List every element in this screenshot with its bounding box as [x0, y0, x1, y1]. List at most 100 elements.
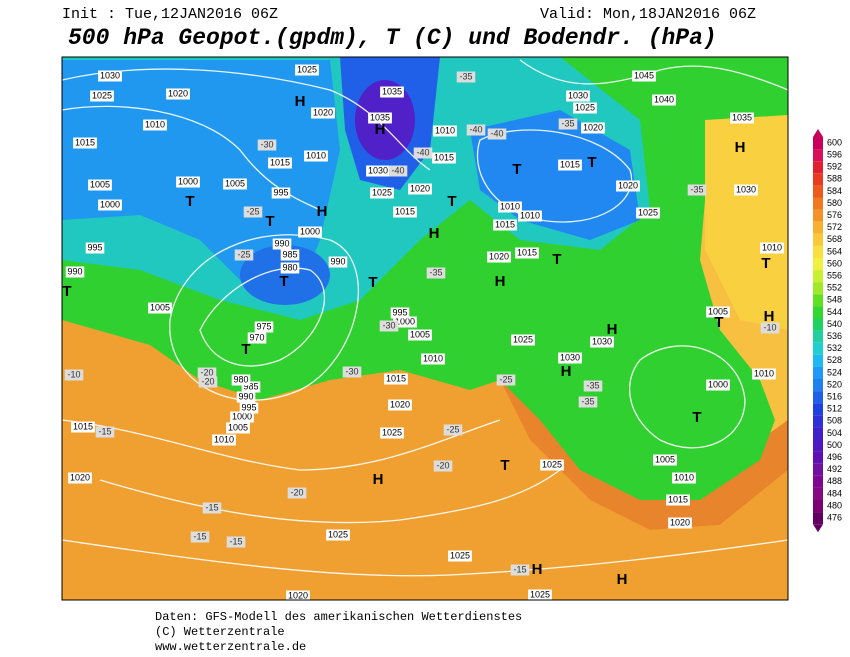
isobar-label-box	[68, 472, 92, 484]
isobar-label-box	[226, 422, 250, 434]
isobar-label: 1020	[670, 517, 690, 527]
isobar-label-box	[518, 210, 542, 222]
isobar-label: 995	[273, 187, 288, 197]
isobar-label: 1010	[520, 210, 540, 220]
yellow-east	[705, 115, 788, 330]
isobar-label-box	[590, 336, 614, 348]
colorbar-cell	[813, 306, 823, 319]
map-frame	[61, 56, 789, 601]
colorbar-cell	[813, 342, 823, 355]
isobar-label: 1025	[372, 187, 392, 197]
isobar-label: 1025	[513, 334, 533, 344]
colorbar-cell	[813, 379, 823, 392]
isobar-label-box	[408, 329, 432, 341]
colorbar-cell	[813, 149, 823, 162]
isobar-label-box	[370, 187, 394, 199]
colorbar-cell	[813, 233, 823, 246]
temperature-label-box	[388, 165, 408, 177]
pressure-center: T	[447, 193, 456, 210]
low-core	[240, 245, 330, 305]
pressure-center: T	[500, 457, 509, 474]
footer-url: www.wetterzentrale.de	[155, 640, 306, 654]
temperature-label: -35	[581, 396, 594, 406]
isobar-label: 1025	[530, 589, 550, 599]
isobar-label: 1030	[736, 184, 756, 194]
isobar-label-box	[223, 178, 247, 190]
temperature-label: -15	[205, 502, 218, 512]
pressure-center: H	[375, 121, 386, 138]
pressure-center: T	[185, 193, 194, 210]
temperature-label: -30	[345, 366, 358, 376]
isobar-label: 1000	[100, 199, 120, 209]
pressure-center: T	[241, 341, 250, 358]
isobar-label: 1005	[655, 454, 675, 464]
colorbar-cell	[813, 330, 823, 343]
isobar-label-box	[380, 86, 404, 98]
colorbar-cell	[813, 475, 823, 488]
colorbar-tip-bottom	[813, 524, 823, 533]
init-time: Init : Tue,12JAN2016 06Z	[62, 6, 278, 23]
colorbar-cell	[813, 439, 823, 452]
colorbar-label: 476	[827, 513, 842, 523]
isobar-label: 1010	[674, 472, 694, 482]
isobar-label-box	[493, 219, 517, 231]
colorbar-cell	[813, 209, 823, 222]
colorbar-cell	[813, 512, 823, 525]
isobar-label: 1020	[583, 122, 603, 132]
colorbar-label: 544	[827, 307, 842, 317]
isobar-label-box	[254, 321, 274, 333]
isobar-label-box	[241, 381, 261, 393]
isobar-label: 1015	[517, 247, 537, 257]
isobar-label: 1010	[500, 201, 520, 211]
colorbar-cell	[813, 258, 823, 271]
isobar-label-box	[98, 199, 122, 211]
isobar-label-box	[280, 262, 300, 274]
isobar-label: 970	[249, 332, 264, 342]
colorbar-cell	[813, 403, 823, 416]
isobar-label-box	[734, 184, 758, 196]
isobar-label-box	[90, 90, 114, 102]
isobar-label: 1005	[150, 302, 170, 312]
pressure-center: H	[373, 471, 384, 488]
map-title: 500 hPa Geopot.(gpdm), T (C) und Bodendr…	[68, 25, 717, 51]
temperature-label-box	[496, 374, 516, 386]
isobar-label: 1030	[592, 336, 612, 346]
colorbar-label: 504	[827, 428, 842, 438]
isobar-label: 1025	[450, 550, 470, 560]
colorbar-label: 552	[827, 283, 842, 293]
isobar-label: 1015	[560, 159, 580, 169]
isobar-label-box	[212, 434, 236, 446]
pressure-center: H	[735, 139, 746, 156]
colorbar-label: 584	[827, 186, 842, 196]
isobar-label-box	[231, 374, 251, 386]
temperature-label-box	[510, 564, 530, 576]
isobar-label-box	[88, 179, 112, 191]
isobar-label-box	[393, 206, 417, 218]
isobar-label-box	[390, 307, 410, 319]
isobar-label-box	[143, 119, 167, 131]
pressure-center: H	[764, 308, 775, 325]
temperature-label-box	[760, 322, 780, 334]
map-area: 1030 1025 1020 1010 1015 1005 1000 1000 1005 995 9…	[62, 57, 788, 600]
isobar-label-box	[498, 201, 522, 213]
colorbar-cell	[813, 282, 823, 295]
temperature-label: -15	[229, 536, 242, 546]
isobar-label-box	[176, 176, 200, 188]
valid-time: Valid: Mon,18JAN2016 06Z	[540, 6, 756, 23]
isobar-label: 1035	[732, 112, 752, 122]
colorbar-label: 580	[827, 198, 842, 208]
temperature-label: -25	[237, 249, 250, 259]
colorbar-cell	[813, 245, 823, 258]
isobar-label-box	[71, 421, 95, 433]
temperature-label: -10	[67, 369, 80, 379]
temperature-label: -40	[490, 128, 503, 138]
temperature-label: -25	[499, 374, 512, 384]
colorbar-cell	[813, 197, 823, 210]
isobar-label: 1030	[560, 352, 580, 362]
isobar-label: 1000	[300, 226, 320, 236]
temperature-label: -35	[586, 380, 599, 390]
colorbar-label: 532	[827, 343, 842, 353]
isobar-label-box	[384, 373, 408, 385]
isobar-label: 1010	[762, 242, 782, 252]
isobar-label-box	[730, 112, 754, 124]
